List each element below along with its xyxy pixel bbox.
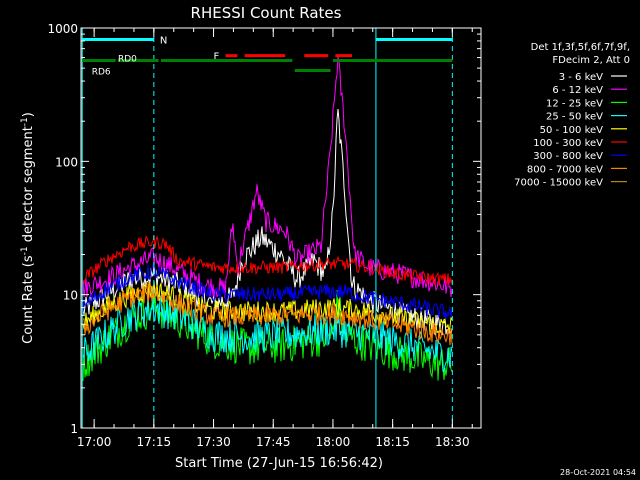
- series-line-1: [82, 56, 453, 299]
- legend-label-4: 50 - 100 keV: [540, 125, 604, 136]
- plot-frame: [80, 27, 482, 429]
- series-line-6: [82, 264, 453, 319]
- series-line-7: [82, 282, 453, 346]
- y-axis-label-part: -1: [20, 246, 30, 255]
- legend: Det 1f,3f,5f,6f,7f,9f, FDecim 2, Att 0 3 -…: [514, 42, 630, 189]
- y-axis-label-part: ): [21, 112, 36, 117]
- legend-label-3: 25 - 50 keV: [546, 112, 603, 123]
- y-axis-label-part: -1: [20, 117, 30, 126]
- y-axis-label-part: Count Rate (s: [21, 255, 36, 344]
- legend-header: FDecim 2, Att 0: [552, 55, 630, 66]
- x-axis-label: Start Time (27-Jun-15 16:56:42): [175, 456, 383, 471]
- plot-area: N F RD0 RD6 1 10 100 1000 17:00 17:15 17:30 17:45 18…: [47, 22, 482, 449]
- legend-label-1: 6 - 12 keV: [552, 85, 603, 96]
- legend-label-6: 300 - 800 keV: [533, 151, 603, 162]
- footer-date: 28-Oct-2021 04:54: [560, 468, 636, 477]
- legend-label-2: 12 - 25 keV: [546, 98, 603, 109]
- y-axis-label: Count Rate (s-1 detector segment-1): [20, 112, 36, 344]
- night-bar-label: N: [160, 35, 167, 46]
- x-tick-label: 17:30: [196, 435, 231, 449]
- legend-label-5: 100 - 300 keV: [533, 138, 603, 149]
- y-tick-label: 10: [63, 289, 78, 303]
- series-line-4: [82, 281, 453, 336]
- chart-title: RHESSI Count Rates: [191, 4, 342, 22]
- y-axis-label-part: detector segment: [21, 126, 36, 246]
- y-tick-label: 100: [55, 155, 78, 169]
- legend-label-7: 800 - 7000 keV: [527, 164, 603, 175]
- legend-header: Det 1f,3f,5f,6f,7f,9f,: [531, 42, 630, 53]
- x-tick-label: 18:30: [435, 435, 470, 449]
- y-tick-label: 1000: [47, 22, 78, 36]
- series-line-3: [82, 294, 453, 373]
- y-tick-label: 1: [70, 422, 78, 436]
- series-line-5: [82, 234, 453, 287]
- flare-bar-label: F: [214, 52, 220, 63]
- x-tick-label: 17:00: [77, 435, 112, 449]
- decimation-label-1: RD6: [92, 68, 111, 78]
- decimation-label-0: RD0: [118, 55, 137, 65]
- x-tick-label: 18:00: [316, 435, 351, 449]
- x-tick-label: 17:45: [256, 435, 291, 449]
- legend-label-0: 3 - 6 keV: [559, 72, 603, 83]
- x-tick-label: 17:15: [137, 435, 172, 449]
- legend-label-8: 7000 - 15000 keV: [514, 178, 603, 189]
- x-tick-label: 18:15: [375, 435, 410, 449]
